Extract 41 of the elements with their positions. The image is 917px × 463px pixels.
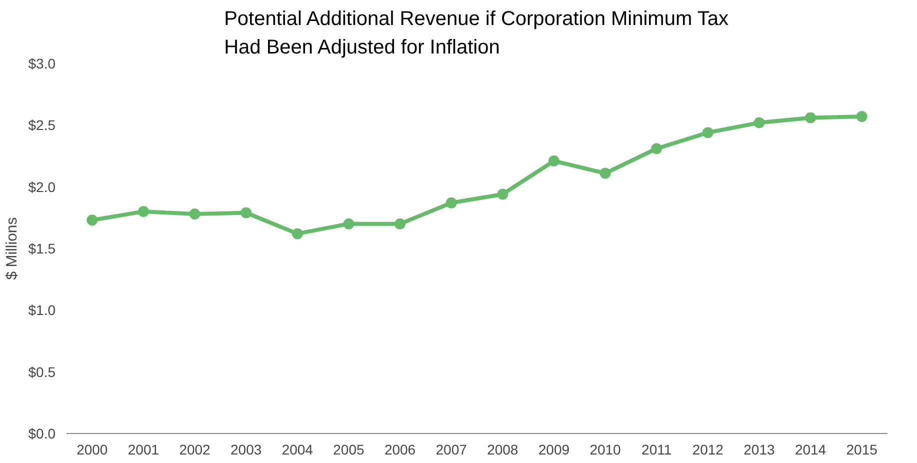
x-tick-label: 2010 (590, 442, 622, 458)
x-tick-label: 2004 (282, 442, 314, 458)
point (702, 127, 714, 138)
point (138, 206, 149, 217)
point (86, 214, 98, 226)
point (548, 155, 560, 166)
y-axis-title: $ Millions (3, 217, 20, 280)
y-tick-label: $2.0 (28, 178, 56, 195)
x-tick-label: 2011 (642, 442, 672, 458)
x-tick-label: 2005 (333, 442, 365, 458)
point (754, 117, 765, 128)
point (394, 218, 406, 230)
point (343, 218, 354, 230)
point (240, 207, 252, 218)
x-tick-label: 2000 (76, 442, 108, 458)
x-tick-label: 2009 (538, 442, 570, 458)
point (497, 188, 508, 200)
x-tick-label: 2015 (846, 442, 878, 458)
point (446, 197, 457, 208)
y-tick-label: $1.5 (28, 240, 56, 256)
x-tick-label: 2006 (384, 442, 416, 458)
x-tick-label: 2002 (179, 442, 211, 458)
x-tick-label: 2014 (794, 442, 826, 458)
point (651, 143, 662, 154)
point (856, 111, 868, 122)
point (292, 228, 303, 240)
x-tick-label: 2008 (487, 442, 518, 458)
y-tick-label: $3.0 (28, 56, 56, 72)
x-tick-label: 2001 (128, 442, 160, 458)
point (805, 112, 816, 124)
point (189, 208, 200, 220)
x-tick-label: 2007 (436, 442, 468, 458)
x-tick-label: 2013 (744, 442, 776, 458)
x-tick-label: 2012 (692, 442, 724, 458)
chart-title: Potential Additional Revenue if Corporation Minimum Tax Had Been Adjusted for Inflation (224, 8, 728, 58)
x-tick-label: 2003 (230, 442, 262, 458)
point (600, 168, 611, 179)
y-tick-label: $0.5 (28, 364, 56, 380)
y-tick-label: $1.0 (28, 302, 56, 318)
y-tick-label: $2.5 (28, 117, 56, 134)
y-tick-label: $0.0 (28, 426, 56, 442)
